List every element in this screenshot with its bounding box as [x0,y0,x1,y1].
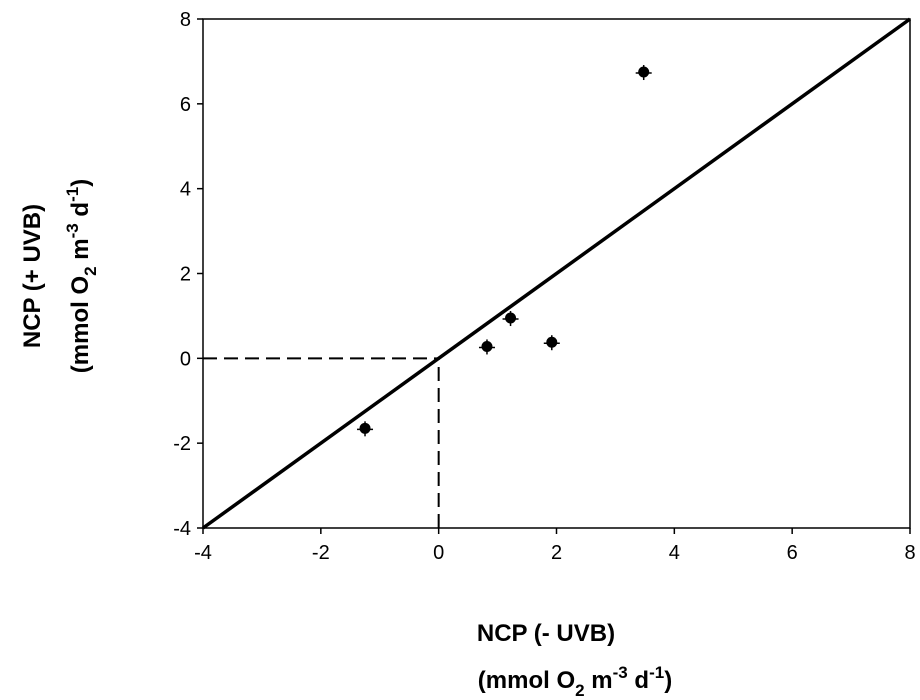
y-axis-title-line2: (mmol O2 m-3 d-1) [63,179,100,373]
data-point-3 [546,336,558,348]
plot-area: -4 -2 0 2 4 6 8 -4 -2 0 2 4 6 8 [173,9,915,564]
y-axis-title: NCP (+ UVB) (mmol O2 m-3 d-1) [19,179,100,373]
x-axis-title-line2: (mmol O2 m-3 d-1) [478,663,672,700]
data-point-0 [359,422,371,434]
x-tick-label-4: 4 [669,542,680,564]
y-axis-title-line1: NCP (+ UVB) [19,204,46,348]
y-tick-label-2: 0 [180,348,191,370]
x-tick-label-3: 2 [551,542,562,564]
y-tick-label-5: 6 [180,94,191,116]
data-point-1 [481,340,493,352]
data-point-2 [505,312,517,324]
y-tick-label-6: 8 [180,9,191,31]
x-tick-label-5: 6 [787,542,798,564]
y-tick-label-1: -2 [173,433,191,455]
x-tick-label-1: -2 [312,542,330,564]
x-axis-title-line1: NCP (- UVB) [477,620,615,647]
y-tick-label-3: 2 [180,264,191,286]
data-point-4 [638,66,650,78]
y-tick-label-0: -4 [173,518,191,540]
one-to-one-line [201,17,912,530]
y-tick-label-4: 4 [180,179,191,201]
x-tick-label-2: 0 [433,542,444,564]
x-tick-label-0: -4 [194,542,212,564]
x-tick-label-6: 8 [904,542,915,564]
